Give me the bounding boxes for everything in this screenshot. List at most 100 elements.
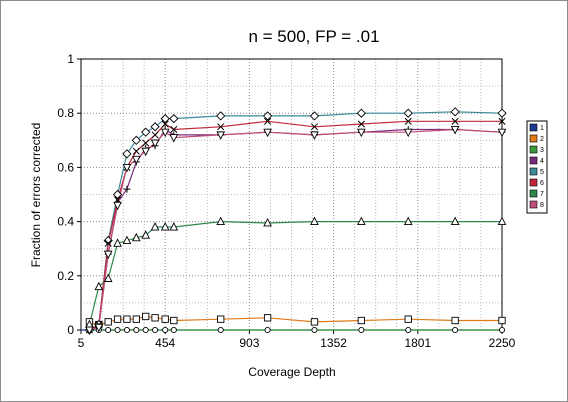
data-point	[169, 113, 179, 124]
data-point	[310, 131, 319, 140]
data-point	[403, 128, 413, 138]
data-point	[122, 149, 132, 159]
x-tick-label: 454	[155, 336, 175, 350]
legend-label: 2	[540, 136, 544, 143]
series-line	[98, 128, 503, 325]
y-axis-label: Fraction of errors corrected	[29, 123, 43, 268]
legend-label: 5	[540, 169, 544, 176]
data-point	[404, 117, 412, 125]
data-point	[357, 316, 366, 325]
data-point	[113, 315, 122, 323]
legend-swatch	[529, 145, 538, 154]
data-point	[310, 318, 319, 326]
legend-swatch	[529, 167, 538, 176]
legend-label: 7	[540, 191, 544, 198]
data-point	[142, 312, 150, 321]
y-tick-label: 1	[67, 52, 74, 66]
data-point	[263, 217, 272, 227]
data-point	[161, 315, 169, 323]
data-point	[141, 230, 151, 239]
data-point	[142, 139, 150, 147]
legend-swatch	[529, 134, 538, 143]
data-point	[131, 135, 141, 145]
data-point	[123, 185, 131, 193]
data-point	[162, 326, 169, 334]
data-point	[170, 316, 178, 325]
data-point	[122, 163, 132, 173]
data-point	[498, 117, 506, 125]
data-point	[311, 326, 318, 334]
data-point	[263, 314, 272, 322]
data-point	[497, 216, 507, 226]
legend-swatch	[529, 200, 538, 209]
data-point	[357, 128, 366, 138]
data-point	[94, 281, 104, 291]
data-point	[403, 108, 413, 118]
x-tick-label: 1352	[320, 336, 347, 350]
data-point	[104, 239, 112, 247]
data-point	[498, 326, 506, 334]
data-point	[356, 108, 366, 118]
data-point	[122, 235, 132, 245]
data-point	[152, 326, 159, 334]
chart-title: n = 500, FP = .01	[248, 27, 379, 46]
data-point	[451, 316, 459, 325]
data-point	[357, 120, 365, 128]
data-point	[217, 326, 224, 334]
data-point	[113, 238, 122, 247]
data-point	[160, 128, 170, 138]
data-point	[262, 111, 273, 121]
y-tick-label: 0.2	[57, 269, 74, 283]
data-point	[216, 216, 226, 226]
data-point	[310, 216, 319, 226]
data-point	[142, 326, 149, 334]
data-point	[216, 131, 226, 140]
data-point	[104, 318, 112, 326]
data-point	[123, 326, 130, 334]
x-tick-label: 2250	[489, 336, 516, 350]
series-line	[89, 111, 503, 331]
data-point	[450, 216, 460, 226]
data-point	[123, 315, 131, 323]
legend-label: 6	[540, 180, 544, 187]
data-point	[263, 128, 272, 138]
legend-swatch	[529, 123, 538, 132]
data-point	[161, 120, 169, 128]
data-point	[160, 113, 170, 124]
data-point	[170, 326, 177, 334]
legend-label: 3	[540, 147, 544, 154]
data-point	[170, 125, 178, 134]
series-line	[89, 315, 502, 326]
data-point	[452, 326, 459, 334]
data-point	[131, 232, 141, 242]
data-point	[310, 123, 319, 131]
data-point	[450, 107, 460, 117]
data-point	[114, 326, 121, 334]
data-point	[103, 273, 113, 282]
data-point	[151, 131, 159, 139]
legend-swatch	[529, 156, 538, 165]
y-tick-label: 0.4	[57, 215, 74, 229]
data-point	[216, 111, 226, 121]
data-point	[141, 127, 151, 137]
data-point	[103, 250, 113, 260]
data-point	[133, 326, 140, 334]
data-point	[358, 326, 365, 334]
legend-label: 4	[540, 158, 544, 165]
data-point	[105, 326, 112, 334]
series-line	[89, 120, 502, 331]
x-axis-label: Coverage Depth	[248, 365, 335, 379]
data-point	[132, 147, 140, 155]
y-tick-label: 0.8	[57, 106, 74, 120]
data-point	[85, 326, 94, 335]
y-tick-label: 0.6	[57, 160, 74, 174]
data-point	[403, 216, 413, 226]
legend-label: 1	[540, 125, 544, 132]
data-point	[309, 111, 320, 121]
data-point	[132, 315, 140, 323]
x-tick-label: 5	[78, 336, 85, 350]
data-point	[169, 222, 179, 231]
x-tick-label: 903	[239, 336, 259, 350]
